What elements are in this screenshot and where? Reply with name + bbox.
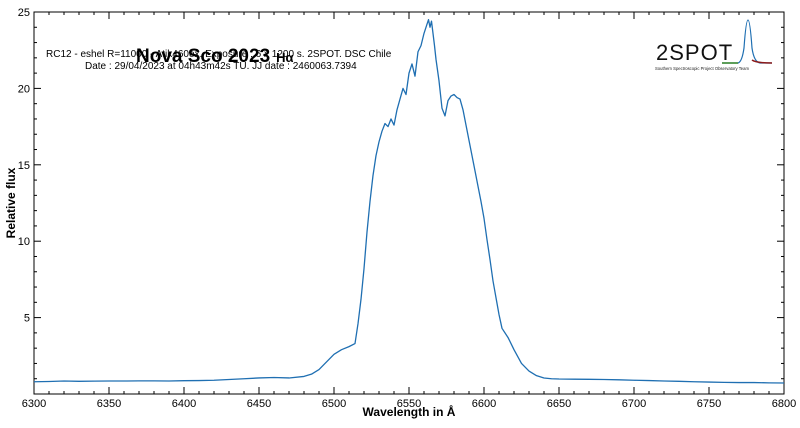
x-tick-label: 6300: [22, 398, 46, 410]
y-axis-label: Relative flux: [4, 167, 18, 238]
x-axis: 6300 6350 6400 6450 6500 6550 6600 6650 6700 6750…: [22, 12, 796, 410]
series-line: [33, 18, 785, 384]
x-tick-label: 6650: [547, 398, 571, 410]
x-tick-label: 6450: [247, 398, 271, 410]
y-tick-label: 15: [18, 160, 30, 172]
info-line-1: RC12 - eshel R=11000 - Atik460ex. Exposu…: [46, 49, 392, 60]
logo-text: 2SPOT: [656, 40, 733, 65]
x-tick-label: 6500: [322, 398, 346, 410]
logo-spectrum-red-icon: [751, 59, 773, 64]
x-tick-label: 6350: [97, 398, 121, 410]
chart-title: Nova Sco 2023 Hα: [136, 46, 294, 67]
x-tick-label: 6550: [397, 398, 421, 410]
y-tick-label: 25: [18, 7, 30, 19]
info-line-2: Date : 29/04/2023 at 04h43m42s TU. JJ da…: [85, 61, 357, 72]
y-axis: 5 10 15 20 25: [18, 7, 784, 395]
x-tick-label: 6600: [472, 398, 496, 410]
x-tick-label: 6400: [172, 398, 196, 410]
x-tick-label: 6750: [697, 398, 721, 410]
x-tick-label: 6700: [622, 398, 646, 410]
logo-caption: Southern Spectroscopic Project Observato…: [655, 66, 749, 71]
y-tick-label: 10: [18, 236, 30, 248]
x-axis-label: Wavelength in Å: [363, 404, 456, 419]
logo: 2SPOT Southern Spectroscopic Project Obs…: [655, 19, 773, 71]
logo-spectrum-icon: [722, 19, 772, 64]
y-tick-label: 5: [24, 313, 30, 325]
x-tick-label: 6800: [772, 398, 796, 410]
y-tick-label: 20: [18, 83, 30, 95]
